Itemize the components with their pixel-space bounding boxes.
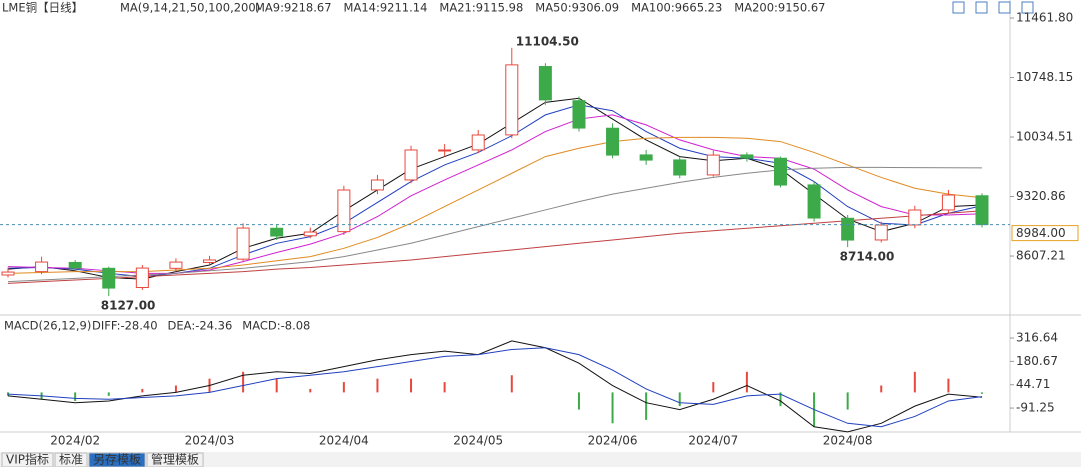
- candle-body: [471, 134, 485, 151]
- y2-tick-label: -91.25: [1016, 401, 1055, 415]
- candle-body: [203, 259, 217, 263]
- high-label: 11104.50: [516, 34, 579, 48]
- tab-label[interactable]: 标准: [59, 453, 83, 467]
- candle-body: [841, 217, 855, 241]
- y-tick-label: 8607.21: [1016, 249, 1066, 263]
- y-tick-label: 10034.51: [1016, 130, 1073, 144]
- macd-legend: DIFF:-28.40: [92, 319, 158, 333]
- y2-tick-label: 180.67: [1016, 354, 1058, 368]
- candle-body: [807, 184, 821, 219]
- last-price-box: [1011, 225, 1079, 242]
- macd-legend: MACD:-8.08: [242, 319, 310, 333]
- tab-label[interactable]: 管理模板: [151, 452, 199, 467]
- legend-entry: MA100:9665.23: [631, 1, 722, 15]
- icon[interactable]: [1021, 1, 1034, 14]
- candle-body: [169, 261, 183, 269]
- x-tick-label: 2024/02: [50, 434, 100, 448]
- tab[interactable]: [54, 452, 88, 467]
- legend-entry: MA9:9218.67: [255, 1, 332, 15]
- candle-body: [303, 231, 317, 237]
- candle-body: [505, 64, 519, 136]
- legend-entry: MA50:9306.09: [535, 1, 619, 15]
- candle-body: [102, 267, 116, 289]
- x-tick-label: 2024/04: [319, 434, 369, 448]
- candle-body: [68, 261, 82, 269]
- tab[interactable]: [88, 452, 146, 467]
- tab[interactable]: [1, 452, 54, 467]
- candle-body: [135, 267, 149, 288]
- candle-body: [773, 157, 787, 186]
- candle-body: [740, 154, 754, 159]
- y2-tick-label: 44.71: [1016, 377, 1050, 391]
- candle-body: [673, 159, 687, 176]
- chart-title: LME铜【日线】: [2, 1, 83, 15]
- tab-bar: [0, 452, 1081, 467]
- x-tick-label: 2024/08: [823, 434, 873, 448]
- candle-body: [975, 195, 989, 226]
- candle-body: [370, 179, 384, 191]
- ma-line: [7, 210, 983, 284]
- candle-body: [236, 227, 250, 260]
- x-tick-label: 2024/07: [688, 434, 738, 448]
- candle-body: [572, 100, 586, 129]
- y-tick-label: 11461.80: [1016, 11, 1073, 25]
- low-label: 8127.00: [101, 299, 156, 313]
- candle-body: [706, 154, 720, 176]
- low-label: 8714.00: [840, 250, 895, 264]
- macd-title: MACD(26,12,9): [4, 319, 91, 333]
- y2-tick-label: 316.64: [1016, 331, 1058, 345]
- candle-body: [606, 127, 620, 156]
- candle-body: [874, 224, 888, 241]
- candle-body: [270, 227, 284, 237]
- toolbar-icons[interactable]: [952, 1, 1034, 14]
- tab-label[interactable]: 另存模板: [93, 453, 141, 467]
- candle-body: [35, 261, 49, 273]
- legend-entry: MA21:9115.98: [439, 1, 523, 15]
- legend-entry: MA14:9211.14: [344, 1, 428, 15]
- candle-body: [639, 154, 653, 161]
- ma-label: MA(9,14,21,50,100,200): [120, 1, 260, 15]
- icon[interactable]: [975, 1, 988, 14]
- y-tick-label: 9320.86: [1016, 189, 1066, 203]
- candle-body: [941, 194, 955, 211]
- icon[interactable]: [952, 1, 965, 14]
- icon[interactable]: [998, 1, 1011, 14]
- x-tick-label: 2024/03: [185, 434, 235, 448]
- y-tick-label: 10748.15: [1016, 70, 1073, 84]
- x-tick-label: 2024/06: [588, 434, 638, 448]
- candle-body: [438, 149, 452, 152]
- candle-body: [1, 271, 15, 276]
- candle-body: [404, 149, 418, 181]
- candle-body: [908, 209, 922, 226]
- tab-label[interactable]: VIP指标: [6, 452, 49, 467]
- ma-line: [7, 166, 983, 283]
- tab[interactable]: [146, 452, 204, 467]
- dea-line: [7, 347, 983, 428]
- candle-body: [538, 66, 552, 101]
- last-price-label: 8984.00: [1016, 226, 1066, 240]
- candle-body: [337, 189, 351, 233]
- macd-legend: DEA:-24.36: [168, 319, 233, 333]
- x-tick-label: 2024/05: [453, 434, 503, 448]
- diff-line: [7, 340, 983, 433]
- legend-entry: MA200:9150.67: [734, 1, 825, 15]
- ma-line: [7, 136, 983, 274]
